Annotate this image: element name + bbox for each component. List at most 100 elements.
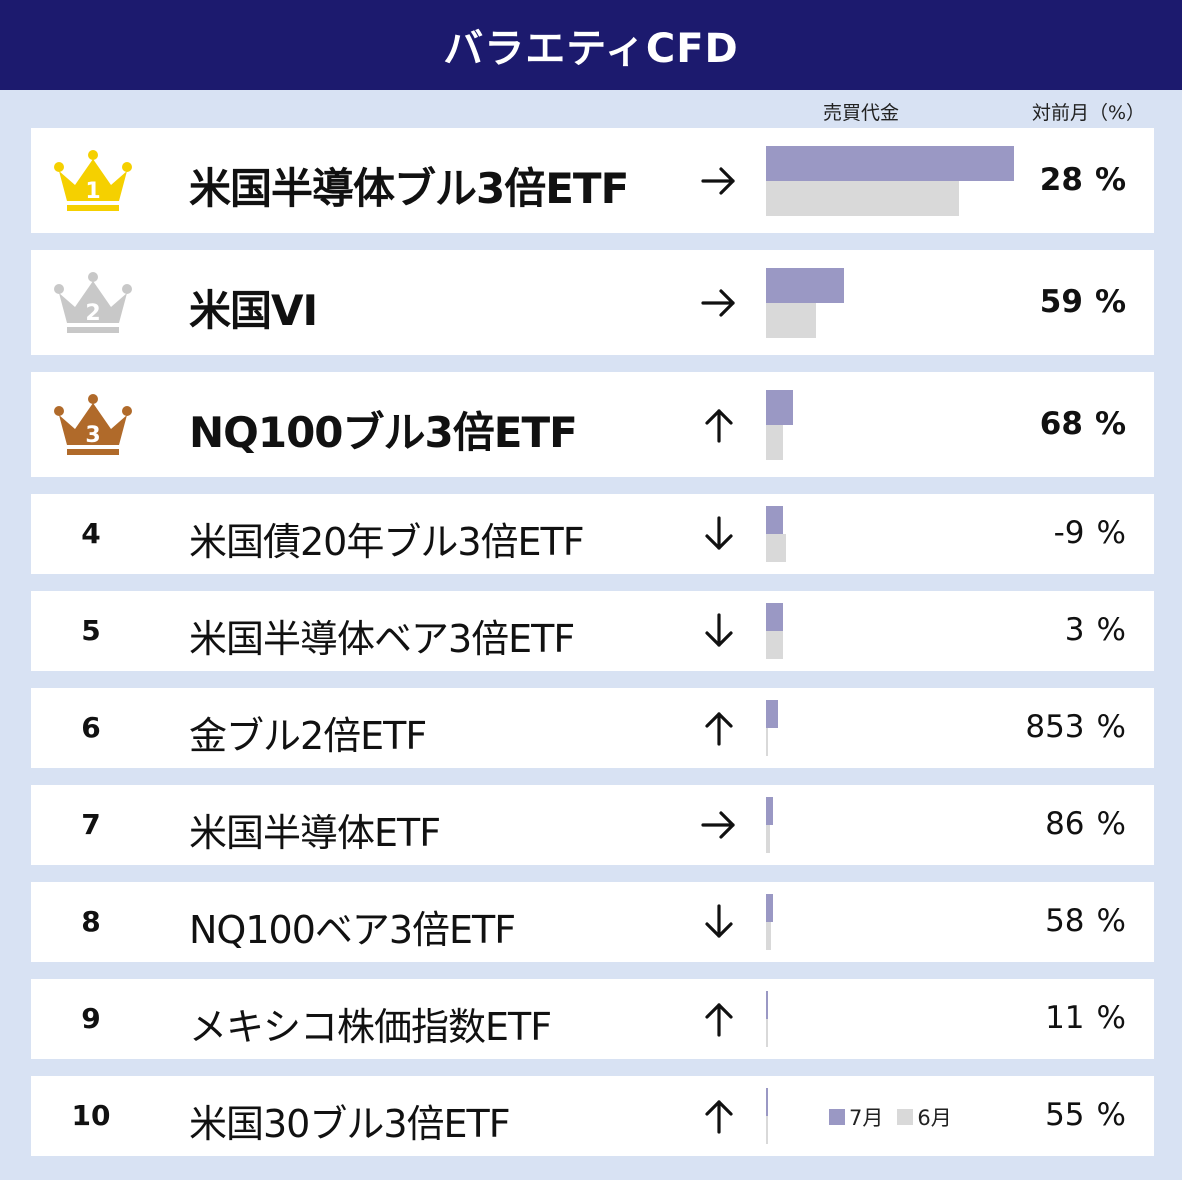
change-percent-value: 58: [1045, 903, 1085, 939]
trend-flat-arrow-icon: [699, 285, 739, 321]
change-percent: 55%: [1045, 1097, 1126, 1133]
change-percent: 3%: [1065, 612, 1126, 648]
previous-month-bar: [766, 631, 784, 659]
silver-crown-icon: 2: [53, 271, 133, 339]
current-month-bar: [766, 1088, 768, 1116]
ranking-row: 5 米国半導体ベア3倍ETF 3%: [31, 591, 1154, 671]
product-name: 金ブル2倍ETF: [189, 714, 427, 758]
trend-up-arrow-icon: [699, 1001, 739, 1037]
change-percent: 68%: [1040, 406, 1126, 442]
volume-column-header: 売買代金: [823, 102, 900, 124]
ranking-row: 3 NQ100ブル3倍ETF 68%: [31, 372, 1154, 477]
current-month-bar: [766, 506, 784, 534]
product-name: 米国半導体ETF: [189, 811, 441, 855]
change-percent-value: 28: [1039, 161, 1083, 198]
legend-swatch-current: [829, 1109, 845, 1125]
change-percent: -9%: [1054, 515, 1126, 551]
trend-down-arrow-icon: [699, 904, 739, 940]
percent-unit: %: [1096, 806, 1126, 842]
change-percent-value: 11: [1045, 1000, 1085, 1036]
rank-number: 10: [71, 1099, 111, 1132]
chart-title-bar: バラエティCFD: [0, 0, 1182, 90]
percent-unit: %: [1094, 405, 1126, 442]
rank-number: 4: [81, 517, 101, 550]
rank-number: 6: [81, 711, 101, 744]
trend-flat-arrow-icon: [699, 163, 739, 199]
legend-label-previous: 6月: [917, 1106, 952, 1130]
ranking-row: 2 米国VI 59%: [31, 250, 1154, 355]
change-percent-value: 853: [1025, 709, 1085, 745]
previous-month-bar: [766, 825, 770, 853]
legend-swatch-previous: [897, 1109, 914, 1125]
trend-up-arrow-icon: [699, 1098, 739, 1134]
rank-number: 8: [81, 905, 101, 938]
percent-unit: %: [1096, 1097, 1126, 1133]
current-month-bar: [766, 894, 774, 922]
ranking-row: 9 メキシコ株価指数ETF 11%: [31, 979, 1154, 1059]
product-name: 米国半導体ブル3倍ETF: [189, 163, 629, 213]
rank-number: 9: [81, 1002, 101, 1035]
change-percent: 58%: [1045, 903, 1126, 939]
bronze-crown-icon: 3: [53, 393, 133, 461]
change-percent-value: -9: [1053, 515, 1085, 551]
previous-month-bar: [766, 728, 768, 756]
ranking-row: 6 金ブル2倍ETF 853%: [31, 688, 1154, 768]
trend-down-arrow-icon: [699, 613, 739, 649]
current-month-bar: [766, 700, 779, 728]
rank-number: 7: [81, 808, 101, 841]
gold-crown-icon: 1: [53, 149, 133, 217]
change-percent-value: 86: [1045, 806, 1085, 842]
percent-unit: %: [1096, 515, 1126, 551]
current-month-bar: [766, 797, 774, 825]
current-month-bar: [766, 145, 1014, 181]
crown-rank-number: 1: [85, 179, 100, 204]
product-name: NQ100ブル3倍ETF: [189, 407, 578, 457]
current-month-bar: [766, 389, 794, 425]
product-name: 米国半導体ベア3倍ETF: [189, 617, 575, 661]
percent-unit: %: [1096, 1000, 1126, 1036]
change-column-header: 対前月（%）: [1032, 102, 1146, 124]
crown-rank-number: 2: [85, 301, 100, 326]
legend-label-current: 7月: [849, 1106, 884, 1130]
trend-up-arrow-icon: [699, 407, 739, 443]
percent-unit: %: [1094, 161, 1126, 198]
change-percent-value: 55: [1045, 1097, 1085, 1133]
crown-rank-number: 3: [85, 423, 100, 448]
ranking-row: 7 米国半導体ETF 86%: [31, 785, 1154, 865]
product-name: NQ100ベア3倍ETF: [189, 908, 516, 952]
product-name: 米国VI: [189, 285, 318, 335]
ranking-row: 8 NQ100ベア3倍ETF 58%: [31, 882, 1154, 962]
change-percent-value: 68: [1039, 405, 1083, 442]
chart-legend: 7月 6月: [829, 1102, 952, 1132]
previous-month-bar: [766, 1116, 768, 1144]
change-percent: 28%: [1040, 162, 1126, 198]
change-percent: 11%: [1045, 1000, 1126, 1036]
change-percent: 86%: [1045, 806, 1126, 842]
ranking-row: 10 米国30ブル3倍ETF 55% 7月 6月: [31, 1076, 1154, 1156]
chart-title: バラエティCFD: [443, 26, 739, 72]
previous-month-bar: [766, 534, 786, 562]
current-month-bar: [766, 991, 768, 1019]
percent-unit: %: [1096, 709, 1126, 745]
percent-unit: %: [1094, 283, 1126, 320]
previous-month-bar: [766, 1019, 768, 1047]
trend-up-arrow-icon: [699, 710, 739, 746]
current-month-bar: [766, 603, 784, 631]
trend-flat-arrow-icon: [699, 807, 739, 843]
previous-month-bar: [766, 922, 771, 950]
change-percent-value: 3: [1064, 612, 1085, 648]
ranking-row: 1 米国半導体ブル3倍ETF 28%: [31, 128, 1154, 233]
previous-month-bar: [766, 180, 960, 216]
rank-number: 5: [81, 614, 101, 647]
change-percent-value: 59: [1039, 283, 1083, 320]
product-name: 米国30ブル3倍ETF: [189, 1102, 511, 1146]
product-name: 米国債20年ブル3倍ETF: [189, 520, 585, 564]
trend-down-arrow-icon: [699, 516, 739, 552]
percent-unit: %: [1096, 903, 1126, 939]
ranking-row: 4 米国債20年ブル3倍ETF -9%: [31, 494, 1154, 574]
previous-month-bar: [766, 424, 784, 460]
product-name: メキシコ株価指数ETF: [189, 1005, 552, 1049]
previous-month-bar: [766, 302, 816, 338]
percent-unit: %: [1096, 612, 1126, 648]
current-month-bar: [766, 267, 845, 303]
